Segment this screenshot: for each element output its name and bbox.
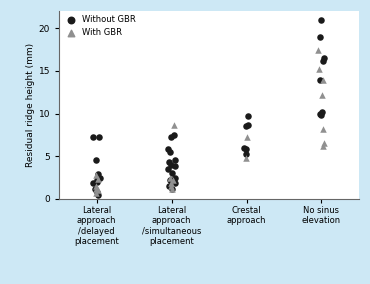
Point bbox=[168, 181, 174, 186]
Point bbox=[91, 135, 97, 140]
Point bbox=[94, 179, 100, 184]
Point bbox=[172, 164, 178, 169]
Point bbox=[245, 122, 251, 127]
Point bbox=[317, 35, 323, 39]
Point bbox=[168, 162, 174, 167]
Point bbox=[320, 77, 326, 82]
Point bbox=[165, 147, 171, 152]
Point bbox=[243, 147, 249, 152]
Point bbox=[169, 179, 175, 184]
Point bbox=[241, 145, 247, 150]
Point bbox=[243, 156, 249, 160]
Point bbox=[93, 158, 99, 163]
Legend: Without GBR, With GBR: Without GBR, With GBR bbox=[62, 14, 136, 38]
Point bbox=[95, 172, 101, 176]
Point bbox=[170, 178, 176, 182]
Point bbox=[167, 175, 173, 180]
Point bbox=[92, 186, 98, 191]
Point bbox=[93, 173, 99, 177]
Point bbox=[320, 59, 326, 63]
Point bbox=[93, 191, 99, 195]
Point bbox=[168, 184, 174, 188]
Point bbox=[168, 134, 174, 139]
Point bbox=[319, 110, 325, 114]
Point bbox=[172, 181, 178, 186]
Point bbox=[166, 178, 172, 182]
Point bbox=[243, 152, 249, 157]
Point bbox=[245, 114, 251, 118]
Point bbox=[319, 93, 324, 97]
Point bbox=[317, 111, 323, 116]
Point bbox=[320, 144, 326, 148]
Point bbox=[321, 56, 327, 60]
Point bbox=[166, 160, 172, 164]
Point bbox=[172, 158, 178, 163]
Point bbox=[318, 18, 324, 22]
Point bbox=[320, 127, 326, 131]
Point bbox=[244, 135, 250, 140]
Point bbox=[171, 122, 177, 127]
Y-axis label: Residual ridge height (mm): Residual ridge height (mm) bbox=[26, 43, 34, 167]
Point bbox=[95, 192, 101, 197]
Point bbox=[171, 133, 177, 137]
Point bbox=[166, 184, 172, 188]
Point bbox=[169, 186, 175, 191]
Point bbox=[316, 47, 322, 52]
Point bbox=[165, 167, 171, 171]
Point bbox=[91, 181, 97, 186]
Point bbox=[95, 188, 101, 193]
Point bbox=[94, 186, 100, 191]
Point bbox=[316, 67, 322, 72]
Point bbox=[321, 141, 327, 146]
Point bbox=[97, 175, 103, 180]
Point bbox=[317, 77, 323, 82]
Point bbox=[243, 124, 249, 129]
Point bbox=[172, 175, 178, 180]
Point bbox=[94, 178, 100, 182]
Point bbox=[93, 184, 99, 188]
Point bbox=[169, 186, 175, 191]
Point bbox=[169, 171, 175, 176]
Point bbox=[318, 113, 324, 118]
Point bbox=[94, 190, 100, 194]
Point bbox=[95, 177, 101, 181]
Point bbox=[167, 150, 173, 154]
Point bbox=[96, 134, 102, 139]
